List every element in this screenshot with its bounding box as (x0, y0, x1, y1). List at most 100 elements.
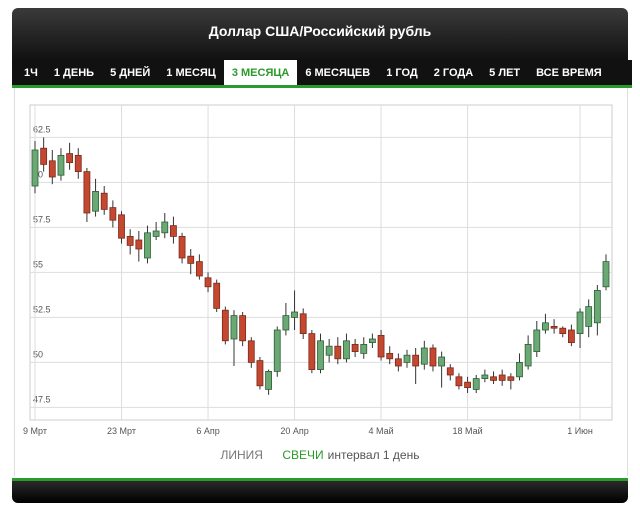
candle-body (438, 356, 446, 367)
candle-body (109, 207, 117, 221)
candle-body (343, 340, 350, 360)
candle-body (308, 333, 316, 371)
candle-body (464, 381, 471, 389)
header: Доллар США/Российский рубль (12, 8, 628, 60)
chart-panel (14, 88, 628, 476)
candle-body (204, 277, 212, 288)
candle-body (170, 225, 177, 237)
candle-body (187, 255, 195, 264)
x-tick-label: 1 Июн (567, 426, 593, 436)
candle-body (118, 214, 125, 239)
tab[interactable]: ВСЕ ВРЕМЯ (536, 66, 602, 79)
candle-body (351, 343, 359, 352)
candle-body (420, 347, 428, 365)
line-toggle[interactable]: ЛИНИЯ (220, 448, 263, 462)
y-tick-label: 52.5 (33, 304, 51, 314)
candle-body (161, 221, 169, 234)
candle-body (524, 343, 532, 367)
candle-body (325, 345, 333, 356)
candle-body (490, 376, 497, 381)
candle-body (377, 334, 385, 358)
candle-body (446, 367, 454, 376)
candle-body (360, 343, 368, 354)
tab[interactable]: 1Ч (24, 66, 38, 79)
tab[interactable]: 3 МЕСЯЦА (223, 60, 298, 85)
x-tick-label: 18 Май (452, 426, 482, 436)
candle-body (429, 347, 437, 367)
controls: ЛИНИЯ СВЕЧИ интервал 1 день (0, 448, 640, 462)
y-tick-label: 57.5 (33, 214, 51, 224)
candle-body (394, 358, 402, 367)
candle-body (239, 315, 247, 342)
candle-body (40, 147, 48, 165)
candle-body (386, 352, 394, 360)
candle-body (178, 235, 186, 259)
candle-body (152, 230, 160, 237)
candle-body (74, 154, 82, 172)
y-tick-label: 55 (33, 259, 43, 269)
candle-body (334, 345, 342, 360)
candle-body (256, 360, 264, 387)
candle-body (213, 282, 221, 309)
candle-body (31, 149, 39, 187)
y-tick-label: 50 (33, 349, 43, 359)
candle-body (403, 354, 411, 363)
candle-body (481, 374, 489, 379)
candle-body (66, 153, 74, 164)
candle-body (542, 322, 549, 331)
candle-body (472, 378, 480, 390)
candle-body (126, 235, 134, 246)
tab[interactable]: 2 ГОДА (433, 66, 474, 79)
candle-body (369, 338, 376, 343)
candle-body (230, 315, 238, 340)
candle-body (507, 376, 515, 381)
x-tick-label: 20 Апр (280, 426, 308, 436)
candle-body (195, 261, 203, 277)
x-tick-label: 4 Май (368, 426, 393, 436)
candle-body (455, 376, 463, 387)
candle-body (135, 239, 143, 250)
candle-body (92, 190, 99, 212)
candle-body (299, 313, 307, 334)
x-tick-label: 9 Мрт (23, 426, 47, 436)
tab[interactable]: 1 МЕСЯЦ (166, 66, 216, 79)
candle-body (576, 311, 584, 335)
y-tick-label: 62.5 (33, 124, 51, 134)
tab[interactable]: 6 МЕСЯЦЕВ (305, 66, 371, 79)
candle-body (567, 329, 575, 343)
x-tick-label: 6 Апр (196, 426, 219, 436)
candle-body (273, 329, 281, 372)
candle-body (291, 311, 298, 318)
candle-body (593, 289, 601, 324)
candle-body (100, 192, 108, 210)
candle-body (282, 315, 290, 331)
tab[interactable]: 5 ДНЕЙ (110, 66, 151, 79)
tab[interactable]: 1 ГОД (386, 66, 418, 79)
candle-body (412, 354, 420, 367)
candle-body (221, 309, 229, 342)
tab-bar: 1Ч 1 ДЕНЬ 5 ДНЕЙ 1 МЕСЯЦ 3 МЕСЯЦА 6 МЕСЯЦЕВ 1 … (12, 60, 632, 88)
candle-body (550, 325, 558, 329)
candle-body (83, 171, 91, 214)
candle-body (48, 160, 56, 178)
candle-body (516, 361, 523, 378)
tab[interactable]: 1 ДЕНЬ (53, 66, 95, 79)
candle-body (533, 329, 541, 353)
candles-toggle[interactable]: СВЕЧИ (282, 448, 324, 462)
candle-body (317, 340, 324, 370)
x-tick-label: 23 Мрт (107, 426, 136, 436)
candle-body (559, 327, 567, 335)
y-tick-label: 47.5 (33, 394, 51, 404)
candle-body (57, 154, 65, 176)
candle-body (144, 232, 151, 259)
candle-body (247, 340, 255, 363)
candle-body (265, 370, 272, 390)
candle-body (585, 306, 593, 327)
interval: интервал 1 день (327, 448, 420, 462)
candle-body (498, 374, 506, 381)
tab[interactable]: 5 ЛЕТ (489, 66, 521, 79)
candle-body (602, 261, 610, 288)
title: Доллар США/Российский рубль (208, 23, 432, 39)
